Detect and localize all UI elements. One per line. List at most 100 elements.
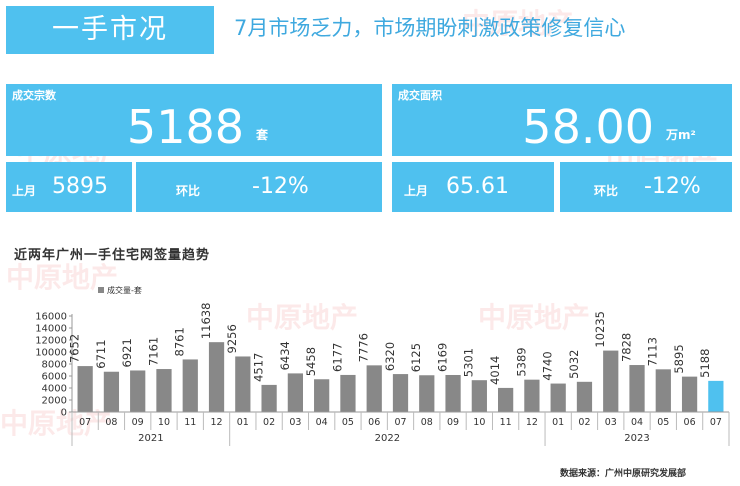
volume-mom-box: 环比 -12% (136, 162, 382, 212)
x-tick-label: 06 (684, 417, 696, 428)
data-label: 5389 (514, 347, 528, 376)
y-tick-label: 0 (61, 408, 67, 419)
bar (629, 365, 645, 412)
area-value: 58.00 (522, 100, 654, 154)
volume-unit: 套 (256, 128, 269, 142)
y-tick-label: 16000 (35, 312, 67, 323)
y-tick-label: 6000 (42, 372, 67, 383)
y-tick-label: 14000 (35, 324, 67, 335)
bar (497, 387, 514, 412)
x-tick-label: 08 (421, 417, 433, 428)
x-tick-label: 04 (631, 417, 643, 428)
legend-swatch (98, 287, 104, 293)
x-tick-label: 08 (105, 417, 117, 428)
data-label: 6177 (330, 343, 344, 372)
x-tick-label: 12 (210, 417, 222, 428)
data-label: 10235 (593, 311, 607, 348)
year-label: 2023 (624, 433, 649, 444)
data-label: 4517 (251, 353, 265, 382)
area-unit: 万m² (666, 128, 696, 142)
bar (708, 380, 724, 412)
data-label: 5032 (567, 350, 581, 379)
data-label: 4740 (541, 351, 555, 380)
x-tick-label: 11 (500, 417, 512, 428)
data-label: 6169 (435, 343, 449, 372)
data-label: 6711 (94, 339, 108, 368)
x-tick-label: 05 (657, 417, 669, 428)
x-tick-label: 06 (368, 417, 380, 428)
bar (208, 342, 225, 412)
area-mom-label: 环比 (594, 184, 619, 198)
bar (287, 373, 304, 412)
area-prev-box: 上月 65.61 (392, 162, 554, 212)
area-mom-box: 环比 -12% (560, 162, 732, 212)
data-label: 6320 (383, 342, 397, 371)
year-label: 2021 (138, 433, 163, 444)
x-tick-label: 07 (710, 417, 722, 428)
bar (156, 369, 172, 412)
data-label: 5301 (462, 348, 476, 377)
volume-label: 成交宗数 (12, 89, 56, 102)
volume-prev-value: 5895 (52, 174, 108, 199)
bar (471, 380, 487, 412)
bar (524, 379, 540, 412)
data-label: 8761 (173, 327, 187, 356)
bar (550, 383, 566, 412)
y-tick-label: 2000 (42, 396, 67, 407)
bar (235, 356, 251, 412)
x-tick-label: 07 (79, 417, 91, 428)
chart-title: 近两年广州一手住宅网签量趋势 (14, 248, 211, 263)
data-label: 5458 (304, 347, 318, 376)
bar (419, 375, 435, 412)
volume-mom-value: -12% (252, 174, 309, 199)
page-title: 一手市况 (6, 6, 214, 54)
bar (681, 376, 698, 412)
area-prev-label: 上月 (404, 184, 429, 198)
x-tick-label: 10 (473, 417, 485, 428)
bar (603, 350, 619, 412)
data-label: 9256 (225, 324, 239, 353)
x-tick-label: 01 (237, 417, 249, 428)
x-tick-label: 04 (316, 417, 328, 428)
data-source: 数据来源：广州中原研究发展部 (560, 469, 687, 479)
bar (445, 374, 461, 412)
data-label: 7161 (146, 337, 160, 366)
data-label: 5188 (698, 349, 712, 378)
bar (261, 384, 277, 412)
legend-label: 成交量-套 (107, 285, 142, 295)
bar (340, 374, 356, 412)
volume-panel: 成交宗数 5188 套 (6, 84, 382, 156)
volume-mom-label: 环比 (176, 184, 201, 198)
data-label: 6125 (409, 343, 423, 372)
volume-prev-label: 上月 (12, 184, 37, 198)
bar (392, 374, 409, 412)
data-label: 7776 (357, 333, 371, 362)
bar (314, 379, 330, 412)
data-label: 7828 (619, 333, 633, 362)
x-tick-label: 05 (342, 417, 354, 428)
data-label: 7652 (68, 334, 82, 363)
data-label: 5895 (672, 344, 686, 373)
x-tick-label: 02 (263, 417, 275, 428)
data-label: 6434 (278, 341, 292, 370)
y-tick-label: 12000 (35, 336, 67, 347)
x-tick-label: 09 (447, 417, 459, 428)
x-tick-label: 01 (552, 417, 564, 428)
bar (130, 370, 146, 412)
area-panel: 成交面积 58.00 万m² (392, 84, 732, 156)
data-label: 7113 (646, 337, 660, 366)
volume-prev-box: 上月 5895 (6, 162, 132, 212)
y-tick-label: 10000 (35, 348, 67, 359)
x-tick-label: 07 (394, 417, 406, 428)
x-tick-label: 09 (132, 417, 144, 428)
y-tick-label: 4000 (42, 384, 67, 395)
y-tick-label: 8000 (42, 360, 67, 371)
area-prev-value: 65.61 (446, 174, 509, 199)
bar (103, 371, 120, 412)
data-label: 11638 (199, 303, 213, 340)
bar (366, 365, 382, 412)
volume-value: 5188 (126, 100, 244, 154)
area-mom-value: -12% (644, 174, 701, 199)
bar (655, 369, 671, 412)
